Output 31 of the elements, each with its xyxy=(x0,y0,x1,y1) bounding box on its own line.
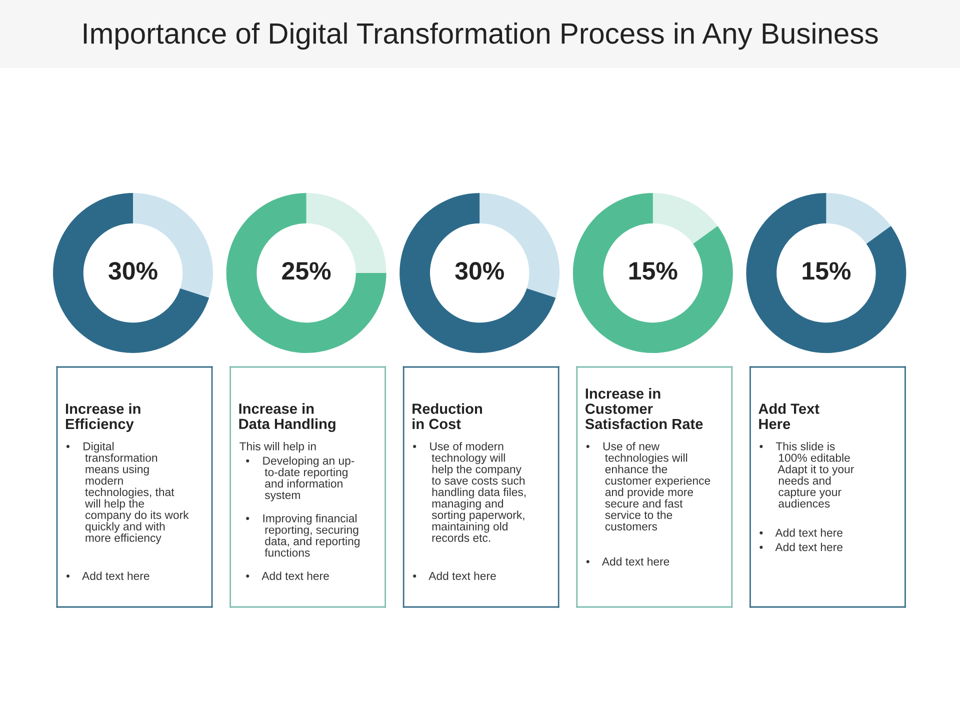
text: • Add text here xyxy=(246,572,329,580)
text: • Use of new technologies will enhance the customer experience and provide more secure and fast service to the customers xyxy=(586,442,710,530)
text: • Add text here xyxy=(760,542,842,552)
text: • Add text here xyxy=(413,572,496,580)
donut-slice xyxy=(572,193,733,353)
text: • Digital transformation means using modern technologies, that will help the company do its work quickly and with more efficiency xyxy=(66,442,189,544)
data-label: 15% xyxy=(802,262,851,280)
text: Increase in Customer Satisfaction Rate xyxy=(585,388,703,430)
text: • Developing an up- to-date reporting and information system xyxy=(246,456,354,502)
data-label: 30% xyxy=(108,262,158,280)
donut-slice xyxy=(652,193,718,244)
text: • Improving financial reporting, securing data, and reporting functions xyxy=(246,514,360,557)
text: • Use of modern technology will help the company to save costs such handling data files, managing and sorting paperwork, maintaining old records etc. xyxy=(413,442,526,542)
donut-slice xyxy=(53,193,210,353)
text: Importance of Digital Transformation Process in Any Business xyxy=(84,22,878,50)
data-label: 25% xyxy=(282,262,331,280)
text: • Add text here xyxy=(66,572,150,580)
text: • This slide is 100% editable Adapt it to your needs and capture your audiences xyxy=(760,442,854,508)
donut-slice xyxy=(826,193,891,244)
data-label: 15% xyxy=(629,262,678,280)
donut-slice xyxy=(400,193,556,353)
donut-slice xyxy=(746,193,906,353)
text: Increase in Efficiency xyxy=(66,403,140,432)
text: • Add text here xyxy=(586,557,670,566)
data-label: 30% xyxy=(455,262,504,280)
text: • Add text here xyxy=(760,528,842,537)
text: Increase in Data Handling xyxy=(239,403,336,432)
text: Add Text Here xyxy=(758,403,820,430)
text: This will help in xyxy=(240,442,316,453)
donut-slice xyxy=(226,193,386,353)
text: Reduction in Cost xyxy=(412,403,482,430)
